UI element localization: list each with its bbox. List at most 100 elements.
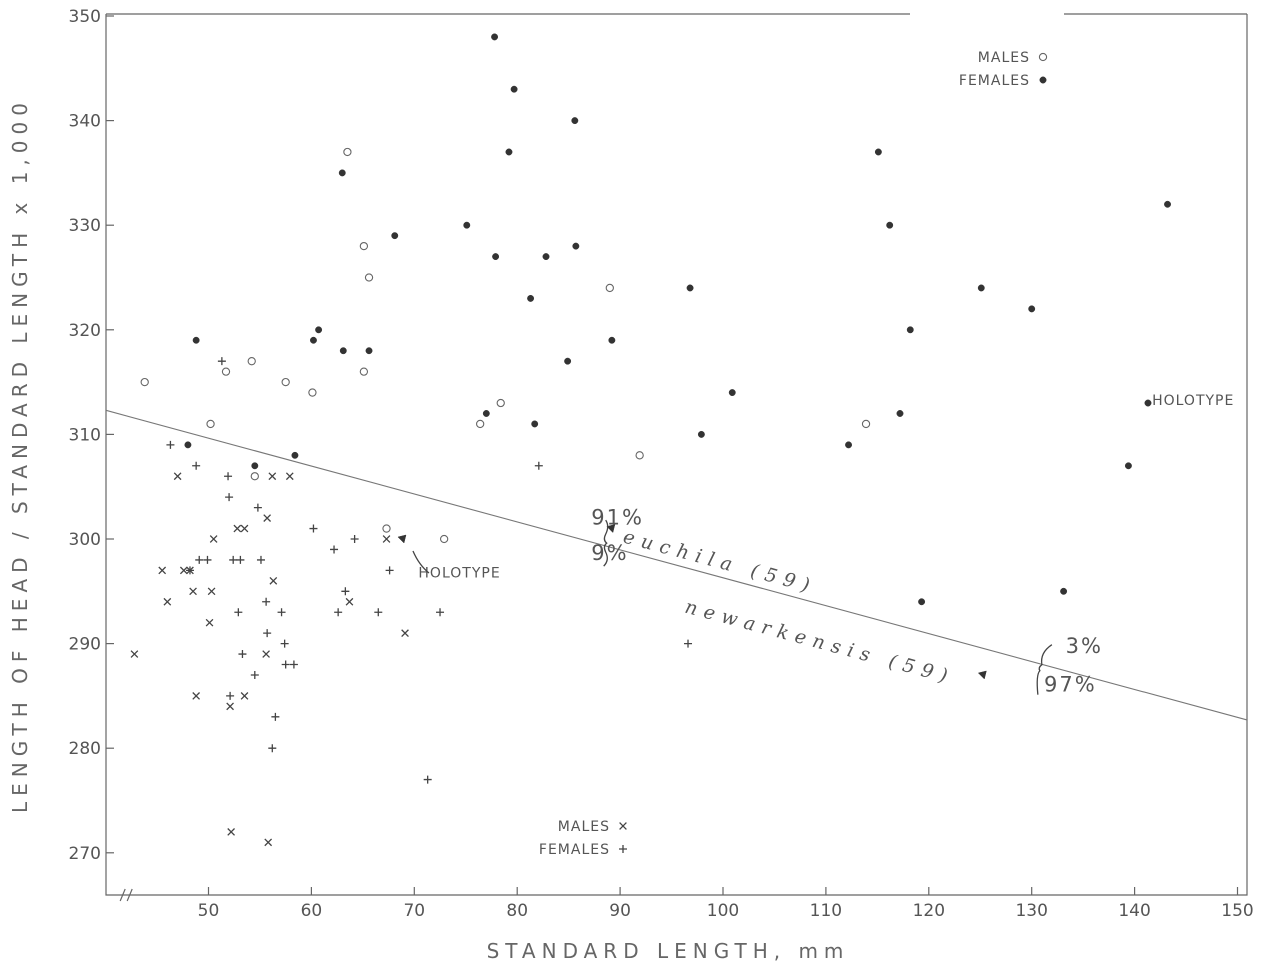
filled-circle-point xyxy=(608,336,616,344)
plus-point xyxy=(192,461,201,470)
x-point xyxy=(130,650,139,658)
x-tick-label: 70 xyxy=(403,901,425,921)
x-tick-label: 150 xyxy=(1221,901,1253,921)
filled-circle-point xyxy=(886,221,894,229)
legend-label: MALES xyxy=(558,819,610,835)
filled-circle-point xyxy=(1144,399,1152,407)
plus-point xyxy=(385,566,394,575)
discriminant-line xyxy=(105,409,1248,721)
legend-symbol-filled-circle xyxy=(1039,76,1047,84)
filled-circle-point xyxy=(906,326,914,334)
filled-circle-point xyxy=(697,430,705,438)
y-tick-label: 310 xyxy=(69,425,101,445)
filled-circle-point xyxy=(572,242,580,250)
annotation-label: 97% xyxy=(1044,673,1097,697)
legend-symbol-open-circle xyxy=(1038,52,1048,62)
annotations: 91% 9%euchila (59)newarkensis (59) 3% 97% HO… xyxy=(412,393,1234,697)
filled-triangle-point xyxy=(977,670,987,680)
filled-circle-point xyxy=(564,357,572,365)
x-point xyxy=(264,838,273,847)
x-point xyxy=(163,597,172,606)
legend-symbol-x xyxy=(619,822,627,830)
x-point xyxy=(189,587,197,596)
open-circle-point xyxy=(221,367,231,376)
filled-circle-point xyxy=(192,336,200,344)
plus-point xyxy=(309,524,318,533)
filled-circle-point xyxy=(391,232,399,240)
holotype-leader xyxy=(412,550,430,574)
legend-label: FEMALES xyxy=(539,842,610,858)
y-tick-label: 330 xyxy=(69,216,101,236)
plus-point xyxy=(330,545,339,554)
filled-circle-point xyxy=(542,253,550,261)
x-point xyxy=(262,650,270,658)
x-point xyxy=(173,472,182,481)
x-tick-label: 120 xyxy=(913,901,945,921)
plus-point xyxy=(374,608,383,617)
filled-circle-point xyxy=(686,284,694,292)
x-point xyxy=(263,514,272,522)
plus-point xyxy=(423,775,432,784)
open-circle-point xyxy=(206,419,215,429)
filled-circle-point xyxy=(571,117,579,125)
x-point xyxy=(345,597,354,606)
x-point xyxy=(268,472,277,481)
annotation-label: HOLOTYPE xyxy=(418,566,500,582)
filled-circle-point xyxy=(251,462,259,470)
plus-point xyxy=(229,555,238,564)
filled-circle-point xyxy=(315,326,323,334)
x-point xyxy=(233,524,242,533)
annotation-label: HOLOTYPE xyxy=(1152,393,1234,409)
filled-circle-point xyxy=(505,148,513,156)
plus-point xyxy=(224,472,233,481)
data-points xyxy=(130,33,1171,847)
x-tick-label: 80 xyxy=(506,901,528,921)
discriminant-line-layer xyxy=(105,409,1248,721)
filled-triangle-point xyxy=(397,534,407,544)
x-tick-label: 60 xyxy=(301,901,323,921)
x-axis-break-mark xyxy=(126,888,133,902)
filled-circle-point xyxy=(527,294,535,302)
y-tick-label: 350 xyxy=(69,7,101,27)
plus-point xyxy=(256,555,265,564)
y-tick-label: 300 xyxy=(69,530,101,550)
plus-point xyxy=(250,670,259,679)
filled-circle-point xyxy=(896,410,904,417)
open-circle-point xyxy=(382,524,391,533)
open-circle-point xyxy=(439,534,449,544)
plus-point xyxy=(195,555,204,564)
percent-brace xyxy=(603,519,609,567)
x-point xyxy=(209,535,218,543)
filled-circle-point xyxy=(510,85,518,93)
plus-point xyxy=(236,555,245,564)
y-axis-label: LENGTH OF HEAD / STANDARD LENGTH x 1,000 xyxy=(8,97,32,813)
filled-circle-point xyxy=(482,410,490,417)
x-point xyxy=(227,828,235,836)
open-circle-point xyxy=(605,283,614,293)
y-tick-label: 270 xyxy=(69,844,101,864)
annotation-label: 9% xyxy=(591,541,628,565)
open-circle-point xyxy=(496,398,505,408)
x-point xyxy=(179,566,188,575)
x-point xyxy=(401,629,409,637)
filled-circle-point xyxy=(977,284,985,292)
y-tick-label: 320 xyxy=(69,321,101,341)
open-circle-point xyxy=(364,273,374,282)
plus-point xyxy=(253,503,262,512)
annotation-label: 91% xyxy=(591,505,644,529)
x-point xyxy=(240,692,249,700)
tick-labels: 50 60 70 80 90 100 110 120 130 140 150 270 280 290 300… xyxy=(69,7,1254,921)
filled-circle-point xyxy=(1060,587,1068,595)
x-tick-label: 140 xyxy=(1118,901,1150,921)
x-point xyxy=(382,535,391,543)
x-point xyxy=(226,702,234,711)
x-point xyxy=(192,692,201,700)
filled-circle-point xyxy=(463,221,471,229)
filled-circle-point xyxy=(1164,200,1171,208)
plus-point xyxy=(238,650,247,659)
plus-point xyxy=(289,660,298,669)
axes xyxy=(105,13,1248,902)
plus-point xyxy=(225,493,234,502)
x-point xyxy=(269,576,278,585)
